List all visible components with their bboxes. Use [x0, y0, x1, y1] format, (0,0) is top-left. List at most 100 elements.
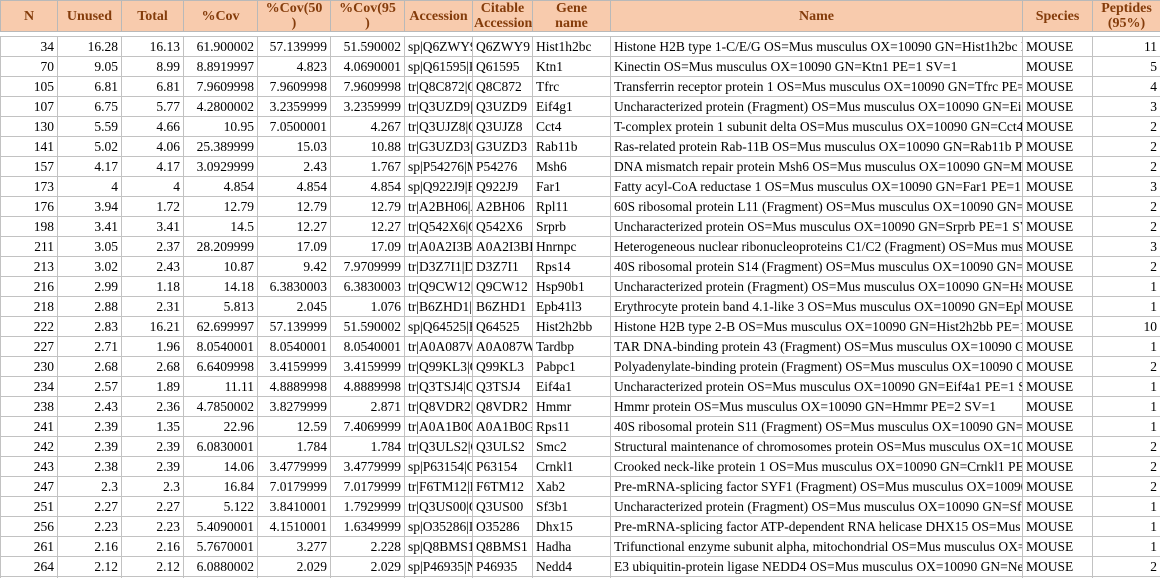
- cell-cov[interactable]: 5.7670001: [183, 536, 258, 557]
- cell-cov50[interactable]: 4.854: [257, 176, 331, 197]
- cell-cov50[interactable]: 9.42: [257, 256, 331, 277]
- cell-n[interactable]: 34: [0, 36, 58, 57]
- cell-peptides[interactable]: 1: [1092, 536, 1160, 557]
- cell-unused[interactable]: 2.99: [57, 276, 122, 297]
- cell-gene[interactable]: Rpl11: [532, 196, 611, 217]
- cell-cov50[interactable]: 6.3830003: [257, 276, 331, 297]
- cell-n[interactable]: 242: [0, 436, 58, 457]
- cell-unused[interactable]: 2.71: [57, 336, 122, 357]
- cell-cov[interactable]: 28.209999: [183, 236, 258, 257]
- cell-gene[interactable]: Sf3b1: [532, 496, 611, 517]
- cell-cov[interactable]: 6.0880002: [183, 556, 258, 577]
- cell-accession[interactable]: sp|P54276|MSH6_MOUSE: [404, 156, 473, 177]
- cell-total[interactable]: 4: [121, 176, 184, 197]
- cell-citable[interactable]: Q99KL3: [472, 356, 533, 377]
- cell-accession[interactable]: tr|Q9CW12|Q9CW12_MOUSE: [404, 276, 473, 297]
- cell-cov50[interactable]: 7.0500001: [257, 116, 331, 137]
- cell-n[interactable]: 222: [0, 316, 58, 337]
- cell-gene[interactable]: Nedd4: [532, 556, 611, 577]
- cell-n[interactable]: 176: [0, 196, 58, 217]
- cell-citable[interactable]: B6ZHD1: [472, 296, 533, 317]
- cell-species[interactable]: MOUSE: [1022, 396, 1093, 417]
- cell-citable[interactable]: D3Z7I1: [472, 256, 533, 277]
- cell-species[interactable]: MOUSE: [1022, 116, 1093, 137]
- cell-accession[interactable]: tr|Q99KL3|Q99KL3_MOUSE: [404, 356, 473, 377]
- cell-unused[interactable]: 16.28: [57, 36, 122, 57]
- header-name[interactable]: Name: [610, 0, 1023, 32]
- cell-cov95[interactable]: 3.4159999: [330, 356, 405, 377]
- cell-gene[interactable]: Hnrnpc: [532, 236, 611, 257]
- cell-accession[interactable]: tr|A2BH06|A2BH06_MOUSE: [404, 196, 473, 217]
- cell-accession[interactable]: tr|Q3TSJ4|Q3TSJ4_MOUSE: [404, 376, 473, 397]
- header-peptides[interactable]: Peptides (95%): [1092, 0, 1160, 32]
- cell-total[interactable]: 1.96: [121, 336, 184, 357]
- header-cov95[interactable]: %Cov(95 ): [330, 0, 405, 32]
- cell-citable[interactable]: Q3TSJ4: [472, 376, 533, 397]
- cell-unused[interactable]: 2.38: [57, 456, 122, 477]
- cell-gene[interactable]: Hadha: [532, 536, 611, 557]
- cell-citable[interactable]: A0A087WSN6: [472, 336, 533, 357]
- header-gene[interactable]: Gene name: [532, 0, 611, 32]
- cell-cov95[interactable]: 17.09: [330, 236, 405, 257]
- cell-cov50[interactable]: 3.4779999: [257, 456, 331, 477]
- cell-name[interactable]: TAR DNA-binding protein 43 (Fragment) OS…: [610, 336, 1023, 357]
- cell-unused[interactable]: 2.3: [57, 476, 122, 497]
- cell-citable[interactable]: P46935: [472, 556, 533, 577]
- cell-species[interactable]: MOUSE: [1022, 216, 1093, 237]
- cell-species[interactable]: MOUSE: [1022, 496, 1093, 517]
- cell-cov95[interactable]: 10.88: [330, 136, 405, 157]
- cell-gene[interactable]: Ktn1: [532, 56, 611, 77]
- cell-n[interactable]: 173: [0, 176, 58, 197]
- cell-cov95[interactable]: 7.9609998: [330, 76, 405, 97]
- cell-n[interactable]: 107: [0, 96, 58, 117]
- cell-n[interactable]: 256: [0, 516, 58, 537]
- cell-total[interactable]: 2.39: [121, 436, 184, 457]
- cell-name[interactable]: Erythrocyte protein band 4.1-like 3 OS=M…: [610, 296, 1023, 317]
- cell-n[interactable]: 264: [0, 556, 58, 577]
- cell-total[interactable]: 4.66: [121, 116, 184, 137]
- cell-cov[interactable]: 6.6409998: [183, 356, 258, 377]
- cell-unused[interactable]: 2.16: [57, 536, 122, 557]
- cell-total[interactable]: 2.16: [121, 536, 184, 557]
- cell-unused[interactable]: 2.27: [57, 496, 122, 517]
- cell-cov50[interactable]: 3.277: [257, 536, 331, 557]
- cell-unused[interactable]: 3.05: [57, 236, 122, 257]
- cell-gene[interactable]: Far1: [532, 176, 611, 197]
- cell-species[interactable]: MOUSE: [1022, 36, 1093, 57]
- cell-n[interactable]: 234: [0, 376, 58, 397]
- cell-unused[interactable]: 6.81: [57, 76, 122, 97]
- cell-gene[interactable]: Dhx15: [532, 516, 611, 537]
- cell-citable[interactable]: P54276: [472, 156, 533, 177]
- cell-name[interactable]: Fatty acyl-CoA reductase 1 OS=Mus muscul…: [610, 176, 1023, 197]
- cell-n[interactable]: 141: [0, 136, 58, 157]
- cell-peptides[interactable]: 1: [1092, 496, 1160, 517]
- cell-total[interactable]: 2.27: [121, 496, 184, 517]
- cell-citable[interactable]: Q8BMS1: [472, 536, 533, 557]
- cell-species[interactable]: MOUSE: [1022, 76, 1093, 97]
- cell-name[interactable]: Histone H2B type 1-C/E/G OS=Mus musculus…: [610, 36, 1023, 57]
- cell-unused[interactable]: 3.94: [57, 196, 122, 217]
- cell-cov50[interactable]: 3.2359999: [257, 96, 331, 117]
- cell-species[interactable]: MOUSE: [1022, 136, 1093, 157]
- cell-peptides[interactable]: 11: [1092, 36, 1160, 57]
- cell-citable[interactable]: Q3UJZ8: [472, 116, 533, 137]
- cell-cov50[interactable]: 12.79: [257, 196, 331, 217]
- cell-cov50[interactable]: 3.4159999: [257, 356, 331, 377]
- cell-n[interactable]: 251: [0, 496, 58, 517]
- cell-citable[interactable]: F6TM12: [472, 476, 533, 497]
- cell-citable[interactable]: Q61595: [472, 56, 533, 77]
- cell-unused[interactable]: 2.39: [57, 416, 122, 437]
- cell-name[interactable]: T-complex protein 1 subunit delta OS=Mus…: [610, 116, 1023, 137]
- cell-total[interactable]: 16.21: [121, 316, 184, 337]
- cell-cov50[interactable]: 12.27: [257, 216, 331, 237]
- cell-total[interactable]: 6.81: [121, 76, 184, 97]
- cell-species[interactable]: MOUSE: [1022, 436, 1093, 457]
- cell-cov50[interactable]: 1.784: [257, 436, 331, 457]
- cell-total[interactable]: 1.35: [121, 416, 184, 437]
- cell-name[interactable]: Uncharacterized protein OS=Mus musculus …: [610, 376, 1023, 397]
- cell-cov[interactable]: 12.79: [183, 196, 258, 217]
- cell-name[interactable]: Uncharacterized protein (Fragment) OS=Mu…: [610, 496, 1023, 517]
- cell-cov[interactable]: 11.11: [183, 376, 258, 397]
- cell-unused[interactable]: 2.83: [57, 316, 122, 337]
- cell-cov95[interactable]: 7.4069999: [330, 416, 405, 437]
